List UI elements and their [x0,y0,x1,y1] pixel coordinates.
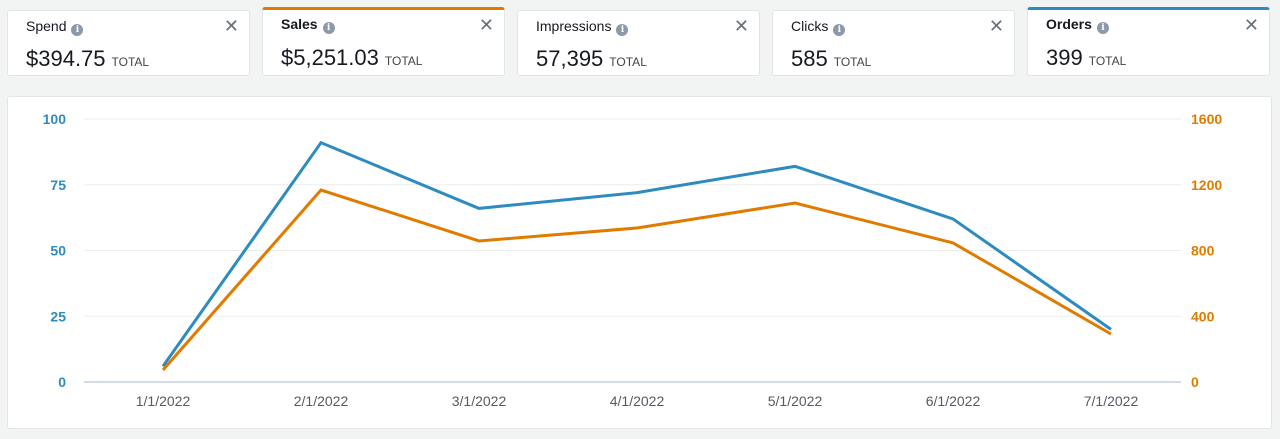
close-icon[interactable]: ✕ [478,15,494,35]
x-axis-tick: 2/1/2022 [294,393,349,409]
right-axis-tick: 1600 [1191,111,1222,127]
left-axis-tick: 0 [58,374,66,390]
metric-value-text: $5,251.03 [281,45,379,70]
metric-suffix: TOTAL [833,55,872,69]
metric-card-orders[interactable]: Orders i ✕ 399 TOTAL [1027,7,1270,76]
close-icon[interactable]: ✕ [988,16,1004,36]
left-axis-tick: 75 [50,177,66,193]
x-axis-tick: 6/1/2022 [926,393,981,409]
x-axis-tick: 7/1/2022 [1084,393,1139,409]
metric-suffix: TOTAL [111,55,150,69]
close-icon[interactable]: ✕ [223,16,239,36]
metric-name: Sales i [281,16,335,34]
metric-name: Impressions i [536,18,629,36]
metric-value: 585 TOTAL [791,46,871,72]
metric-value: 399 TOTAL [1046,45,1126,71]
chart-panel: 0 0 25 400 50 800 75 1200 100 1600 1/1/2022 2/1/202… [7,96,1272,429]
metric-value-text: 57,395 [536,46,604,71]
metric-name: Orders i [1046,16,1109,34]
metric-label: Sales [281,16,318,32]
metric-suffix: TOTAL [609,55,647,69]
metric-label: Impressions [536,18,612,34]
series-line-orders [161,140,1112,368]
metric-suffix: TOTAL [384,54,423,68]
info-icon[interactable]: i [71,24,84,36]
left-axis-tick: 50 [50,243,66,259]
metric-value: $5,251.03 TOTAL [281,45,422,71]
info-icon[interactable]: i [616,24,629,36]
metric-value: 57,395 TOTAL [536,46,647,72]
metric-value-text: 399 [1046,45,1083,70]
right-axis-tick: 400 [1191,308,1215,324]
left-axis-tick: 100 [43,111,67,127]
metric-label: Orders [1046,16,1092,32]
metric-label: Clicks [791,18,829,34]
metric-card-impressions[interactable]: Impressions i ✕ 57,395 TOTAL [517,10,760,76]
line-chart: 0 0 25 400 50 800 75 1200 100 1600 1/1/2022 2/1/202… [43,111,1223,409]
metric-suffix: TOTAL [1088,54,1127,68]
info-icon[interactable]: i [833,24,846,36]
right-axis-tick: 800 [1191,243,1215,259]
x-axis-tick: 4/1/2022 [610,393,665,409]
right-axis-tick: 1200 [1191,177,1222,193]
metric-value-text: 585 [791,46,828,71]
metric-name: Spend i [26,18,84,36]
right-axis-tick: 0 [1191,374,1199,390]
metric-card-spend[interactable]: Spend i ✕ $394.75 TOTAL [7,10,250,76]
close-icon[interactable]: ✕ [1243,15,1259,35]
info-icon[interactable]: i [322,22,335,34]
metric-value-text: $394.75 [26,46,106,71]
metric-name: Clicks i [791,18,846,36]
metric-label: Spend [26,18,67,34]
info-icon[interactable]: i [1096,22,1109,34]
metric-card-clicks[interactable]: Clicks i ✕ 585 TOTAL [772,10,1015,76]
x-axis-tick: 3/1/2022 [452,393,507,409]
metric-card-sales[interactable]: Sales i ✕ $5,251.03 TOTAL [262,7,505,76]
series-line-sales [161,188,1112,371]
close-icon[interactable]: ✕ [733,16,749,36]
x-axis-tick: 5/1/2022 [768,393,823,409]
x-axis-tick: 1/1/2022 [136,393,191,409]
metric-value: $394.75 TOTAL [26,46,149,72]
left-axis-tick: 25 [50,308,66,324]
